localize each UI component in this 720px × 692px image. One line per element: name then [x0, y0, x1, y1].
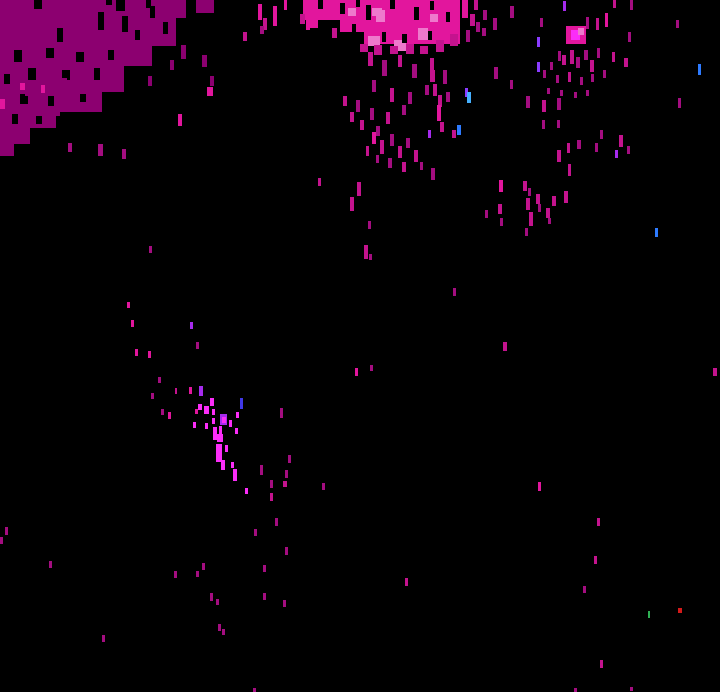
pixel-field-canvas	[0, 0, 720, 692]
pixel-field-stage	[0, 0, 720, 692]
